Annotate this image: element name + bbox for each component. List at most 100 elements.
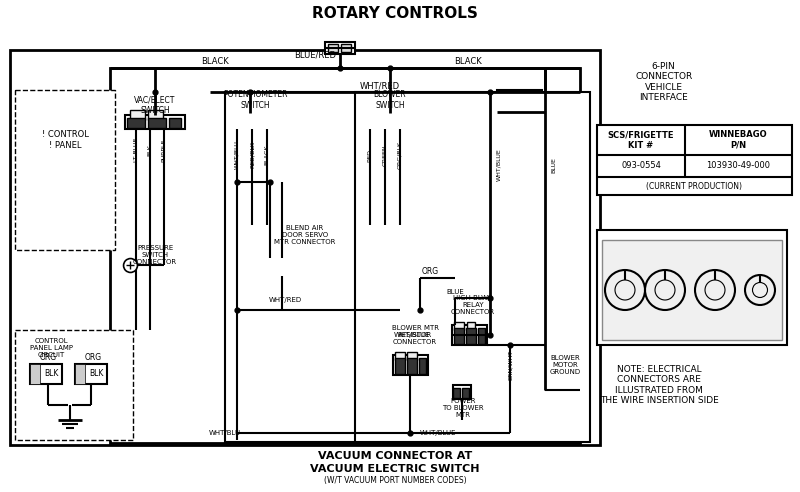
Bar bbox=[453, 388, 460, 398]
Bar bbox=[260, 110, 270, 118]
Text: WINNEBAGO
P/N: WINNEBAGO P/N bbox=[709, 130, 768, 150]
Text: BLUE: BLUE bbox=[551, 157, 556, 173]
Bar bbox=[10, 50, 600, 445]
Bar bbox=[325, 42, 355, 54]
Bar bbox=[148, 110, 163, 120]
Bar bbox=[383, 116, 395, 128]
Text: POTENTIOMETER
SWITCH: POTENTIOMETER SWITCH bbox=[222, 91, 287, 110]
Text: 6-PIN
CONNECTOR
VEHICLE
INTERFACE: 6-PIN CONNECTOR VEHICLE INTERFACE bbox=[635, 62, 692, 102]
Bar bbox=[233, 113, 277, 129]
Bar bbox=[328, 44, 338, 52]
Bar bbox=[267, 255, 277, 263]
Bar bbox=[127, 118, 145, 128]
Text: 093-0554: 093-0554 bbox=[621, 161, 661, 171]
Text: CONTROL
PANEL LAMP
CIRCUIT: CONTROL PANEL LAMP CIRCUIT bbox=[30, 338, 73, 358]
Text: LT BLUE: LT BLUE bbox=[134, 138, 138, 162]
Bar bbox=[291, 261, 299, 275]
Bar bbox=[525, 93, 535, 109]
Text: VAC/ELECT
SWITCH: VAC/ELECT SWITCH bbox=[134, 95, 176, 115]
Bar bbox=[394, 110, 402, 118]
Text: RED/BLK: RED/BLK bbox=[250, 142, 254, 168]
Text: BLOWER
SWITCH: BLOWER SWITCH bbox=[374, 91, 406, 110]
Bar bbox=[148, 118, 166, 128]
Text: WHT/RED: WHT/RED bbox=[269, 297, 302, 303]
Bar bbox=[236, 116, 246, 128]
Bar bbox=[30, 364, 40, 384]
Text: ORG: ORG bbox=[39, 353, 57, 363]
Bar bbox=[169, 118, 181, 128]
Bar bbox=[15, 330, 133, 440]
Text: BLEND AIR
DOOR SERVO
MTR CONNECTOR: BLEND AIR DOOR SERVO MTR CONNECTOR bbox=[274, 225, 336, 245]
Text: 103930-49-000: 103930-49-000 bbox=[706, 161, 770, 171]
Text: WHT/BLUE: WHT/BLUE bbox=[420, 430, 456, 436]
Text: WHT/BLU: WHT/BLU bbox=[209, 430, 241, 436]
Text: GREEN: GREEN bbox=[382, 144, 387, 166]
Bar bbox=[597, 230, 787, 345]
Bar bbox=[248, 110, 258, 118]
Text: VACUUM ELECTRIC SWITCH: VACUUM ELECTRIC SWITCH bbox=[310, 464, 480, 474]
Bar bbox=[75, 364, 85, 384]
Bar bbox=[407, 352, 417, 360]
Bar bbox=[291, 255, 299, 263]
Text: VACUUM CONNECTOR AT: VACUUM CONNECTOR AT bbox=[318, 451, 472, 461]
Text: (CURRENT PRODUCTION): (CURRENT PRODUCTION) bbox=[646, 182, 742, 190]
Text: WHT/BLU: WHT/BLU bbox=[234, 141, 239, 169]
Text: ORG/BLK: ORG/BLK bbox=[398, 141, 402, 169]
Bar bbox=[225, 92, 400, 442]
Bar bbox=[125, 115, 185, 129]
Bar bbox=[499, 93, 509, 109]
Text: PRESSURE
SWITCH
CONNECTOR: PRESSURE SWITCH CONNECTOR bbox=[133, 245, 177, 265]
Bar bbox=[265, 258, 300, 276]
Text: BLACK: BLACK bbox=[265, 145, 270, 165]
Text: ROTARY CONTROLS: ROTARY CONTROLS bbox=[312, 5, 478, 21]
Text: ! CONTROL
! PANEL: ! CONTROL ! PANEL bbox=[42, 130, 89, 150]
Bar bbox=[267, 261, 277, 275]
Bar bbox=[393, 355, 428, 375]
Bar bbox=[355, 92, 590, 442]
Bar bbox=[75, 364, 107, 384]
Bar bbox=[602, 240, 782, 340]
Text: (W/T VACUUM PORT NUMBER CODES): (W/T VACUUM PORT NUMBER CODES) bbox=[324, 475, 466, 485]
Bar bbox=[597, 125, 792, 195]
Text: WHT/BLUE: WHT/BLUE bbox=[496, 149, 501, 182]
Text: POWER
TO BLOWER
MTR: POWER TO BLOWER MTR bbox=[442, 398, 484, 418]
Bar bbox=[512, 93, 522, 109]
Text: BLUE/RED: BLUE/RED bbox=[294, 51, 336, 60]
Text: NOTE: ELECTRICAL
CONNECTORS ARE
ILLUSTRATED FROM
THE WIRE INSERTION SIDE: NOTE: ELECTRICAL CONNECTORS ARE ILLUSTRA… bbox=[600, 365, 718, 405]
Bar bbox=[466, 328, 476, 344]
Bar bbox=[478, 328, 485, 344]
Text: BLACK: BLACK bbox=[201, 58, 229, 66]
Bar bbox=[497, 90, 542, 112]
Bar bbox=[467, 322, 475, 330]
Bar bbox=[453, 385, 471, 399]
Bar bbox=[395, 352, 405, 360]
Text: ORG: ORG bbox=[422, 268, 438, 277]
Text: BLK: BLK bbox=[89, 369, 103, 378]
Bar bbox=[236, 110, 246, 118]
Bar bbox=[110, 68, 580, 443]
Text: BLOWER
MOTOR
GROUND: BLOWER MOTOR GROUND bbox=[550, 355, 581, 375]
Bar bbox=[279, 261, 289, 275]
Bar bbox=[15, 90, 115, 250]
Text: WHT/BLUE: WHT/BLUE bbox=[394, 332, 430, 338]
Bar bbox=[407, 358, 417, 374]
Bar bbox=[454, 328, 464, 344]
Bar bbox=[397, 116, 409, 128]
Text: BRN/WHT: BRN/WHT bbox=[507, 350, 513, 380]
Bar bbox=[368, 116, 380, 128]
Text: PURPLE: PURPLE bbox=[162, 138, 166, 162]
Text: RED: RED bbox=[367, 149, 373, 161]
Bar bbox=[250, 116, 260, 128]
Text: HIGH BLWR
RELAY
CONNECTOR: HIGH BLWR RELAY CONNECTOR bbox=[451, 295, 495, 315]
Bar bbox=[380, 110, 390, 118]
Text: BLUE: BLUE bbox=[446, 289, 464, 295]
Bar bbox=[279, 255, 289, 263]
Bar bbox=[497, 103, 542, 112]
Text: BLOWER MTR
RESISTOR
CONNECTOR: BLOWER MTR RESISTOR CONNECTOR bbox=[391, 325, 438, 345]
Text: BLACK: BLACK bbox=[454, 58, 482, 66]
Bar bbox=[462, 388, 469, 398]
Text: BLK: BLK bbox=[147, 144, 153, 156]
Bar bbox=[130, 110, 145, 120]
Bar bbox=[365, 113, 415, 129]
Bar bbox=[341, 44, 351, 52]
